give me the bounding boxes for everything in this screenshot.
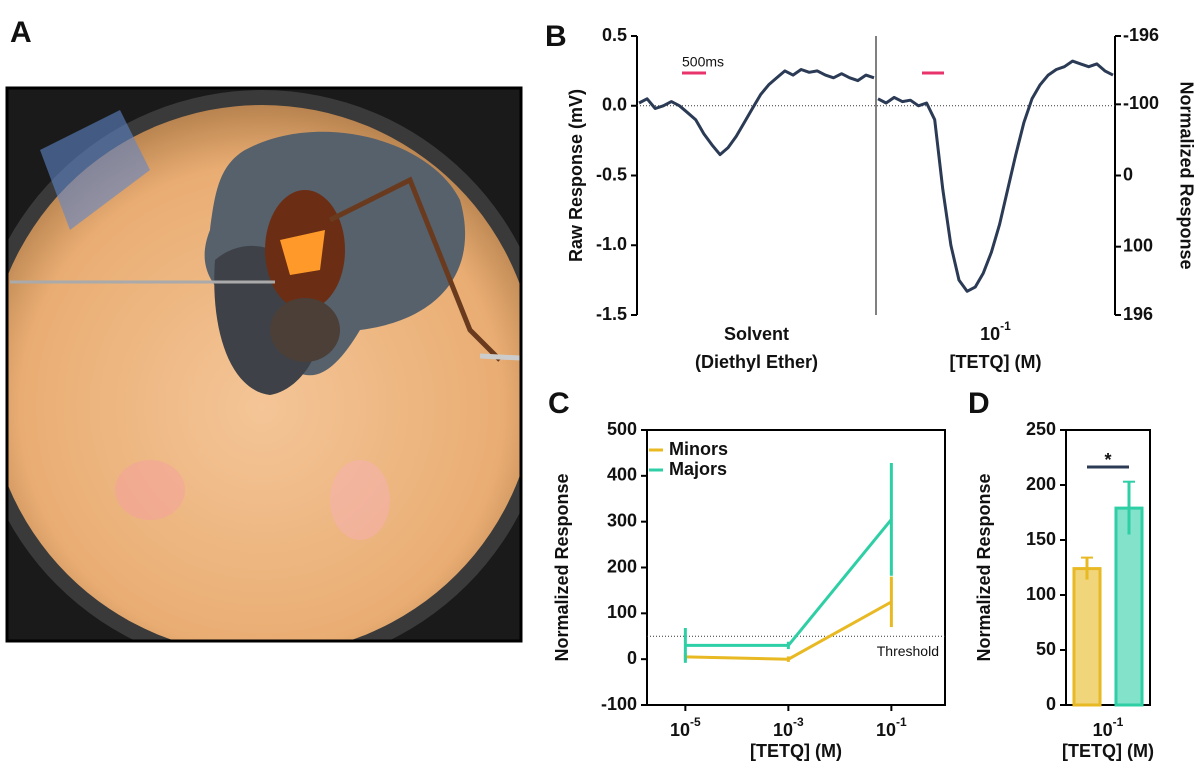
x-tick-label-base: 10	[1093, 720, 1113, 740]
x-tick-label: 10-1	[1093, 715, 1124, 740]
y-axis-label: Normalized Response	[974, 473, 994, 661]
y2-tick-label: -100	[1123, 93, 1159, 113]
y-tick-label: -1.0	[596, 234, 627, 254]
x-tick-label-exponent: -5	[690, 715, 701, 729]
x-axis-label: [TETQ] (M)	[1062, 741, 1154, 761]
x-label-exponent: -1	[1000, 319, 1011, 333]
y-tick-label: 0.5	[602, 25, 627, 45]
scale-bar-label: 500ms	[682, 54, 724, 70]
y-tick-label: -0.5	[596, 164, 627, 184]
y-tick-label: 100	[1026, 584, 1056, 604]
bar	[1074, 569, 1100, 705]
y-tick-label: 100	[607, 602, 637, 622]
y-tick-label: 150	[1026, 529, 1056, 549]
x-tick-label-exponent: -1	[896, 715, 907, 729]
photo	[0, 88, 552, 670]
x-label: [TETQ] (M)	[950, 352, 1042, 372]
x-axis-label: [TETQ] (M)	[750, 741, 842, 761]
x-label: 10-1	[980, 319, 1011, 344]
y-tick-label: 0	[627, 648, 637, 668]
y2-axis-label: Normalized Response	[1176, 81, 1196, 269]
bar	[1116, 508, 1142, 705]
y-axis-label: Normalized Response	[552, 473, 572, 661]
x-tick-label-exponent: -3	[793, 715, 804, 729]
x-tick-label: 10-5	[670, 715, 701, 740]
significance-label: *	[1104, 450, 1111, 470]
y-tick-label: 0	[1046, 694, 1056, 714]
y-tick-label: 500	[607, 419, 637, 439]
y-tick-label: -100	[601, 694, 637, 714]
legend-label: Minors	[669, 439, 728, 459]
x-tick-label-exponent: -1	[1113, 715, 1124, 729]
x-tick-label: 10-3	[773, 715, 804, 740]
panel-label: A	[10, 16, 32, 49]
panel-label: C	[548, 387, 570, 420]
panel-label: B	[545, 20, 567, 53]
trace-line	[639, 70, 874, 155]
x-tick-label: 10-1	[876, 715, 907, 740]
x-label: Solvent	[724, 324, 789, 344]
y-tick-label: -1.5	[596, 304, 627, 324]
y-tick-label: 250	[1026, 419, 1056, 439]
panel-label: D	[968, 387, 990, 420]
series-line	[685, 519, 891, 645]
x-tick-label-base: 10	[670, 720, 690, 740]
y2-tick-label: 196	[1123, 304, 1153, 324]
trace-line	[878, 61, 1113, 291]
y2-tick-label: -196	[1123, 25, 1159, 45]
y-tick-label: 200	[607, 556, 637, 576]
y2-tick-label: 100	[1123, 235, 1153, 255]
y-tick-label: 50	[1036, 639, 1056, 659]
x-tick-label-base: 10	[773, 720, 793, 740]
y-tick-label: 200	[1026, 474, 1056, 494]
x-tick-label-base: 10	[876, 720, 896, 740]
series-line	[685, 602, 891, 659]
y-tick-label: 0.0	[602, 95, 627, 115]
y-tick-label: 400	[607, 465, 637, 485]
legend-label: Majors	[669, 459, 727, 479]
y2-tick-label: 0	[1123, 164, 1133, 184]
y-tick-label: 300	[607, 510, 637, 530]
x-label: (Diethyl Ether)	[695, 352, 818, 372]
y-axis-label: Raw Response (mV)	[566, 89, 586, 262]
figure: A B-1.5-1.0-0.50.00.5-196-1000100196Raw …	[0, 0, 1201, 765]
x-label-base: 10	[980, 324, 1000, 344]
threshold-label: Threshold	[877, 643, 939, 659]
